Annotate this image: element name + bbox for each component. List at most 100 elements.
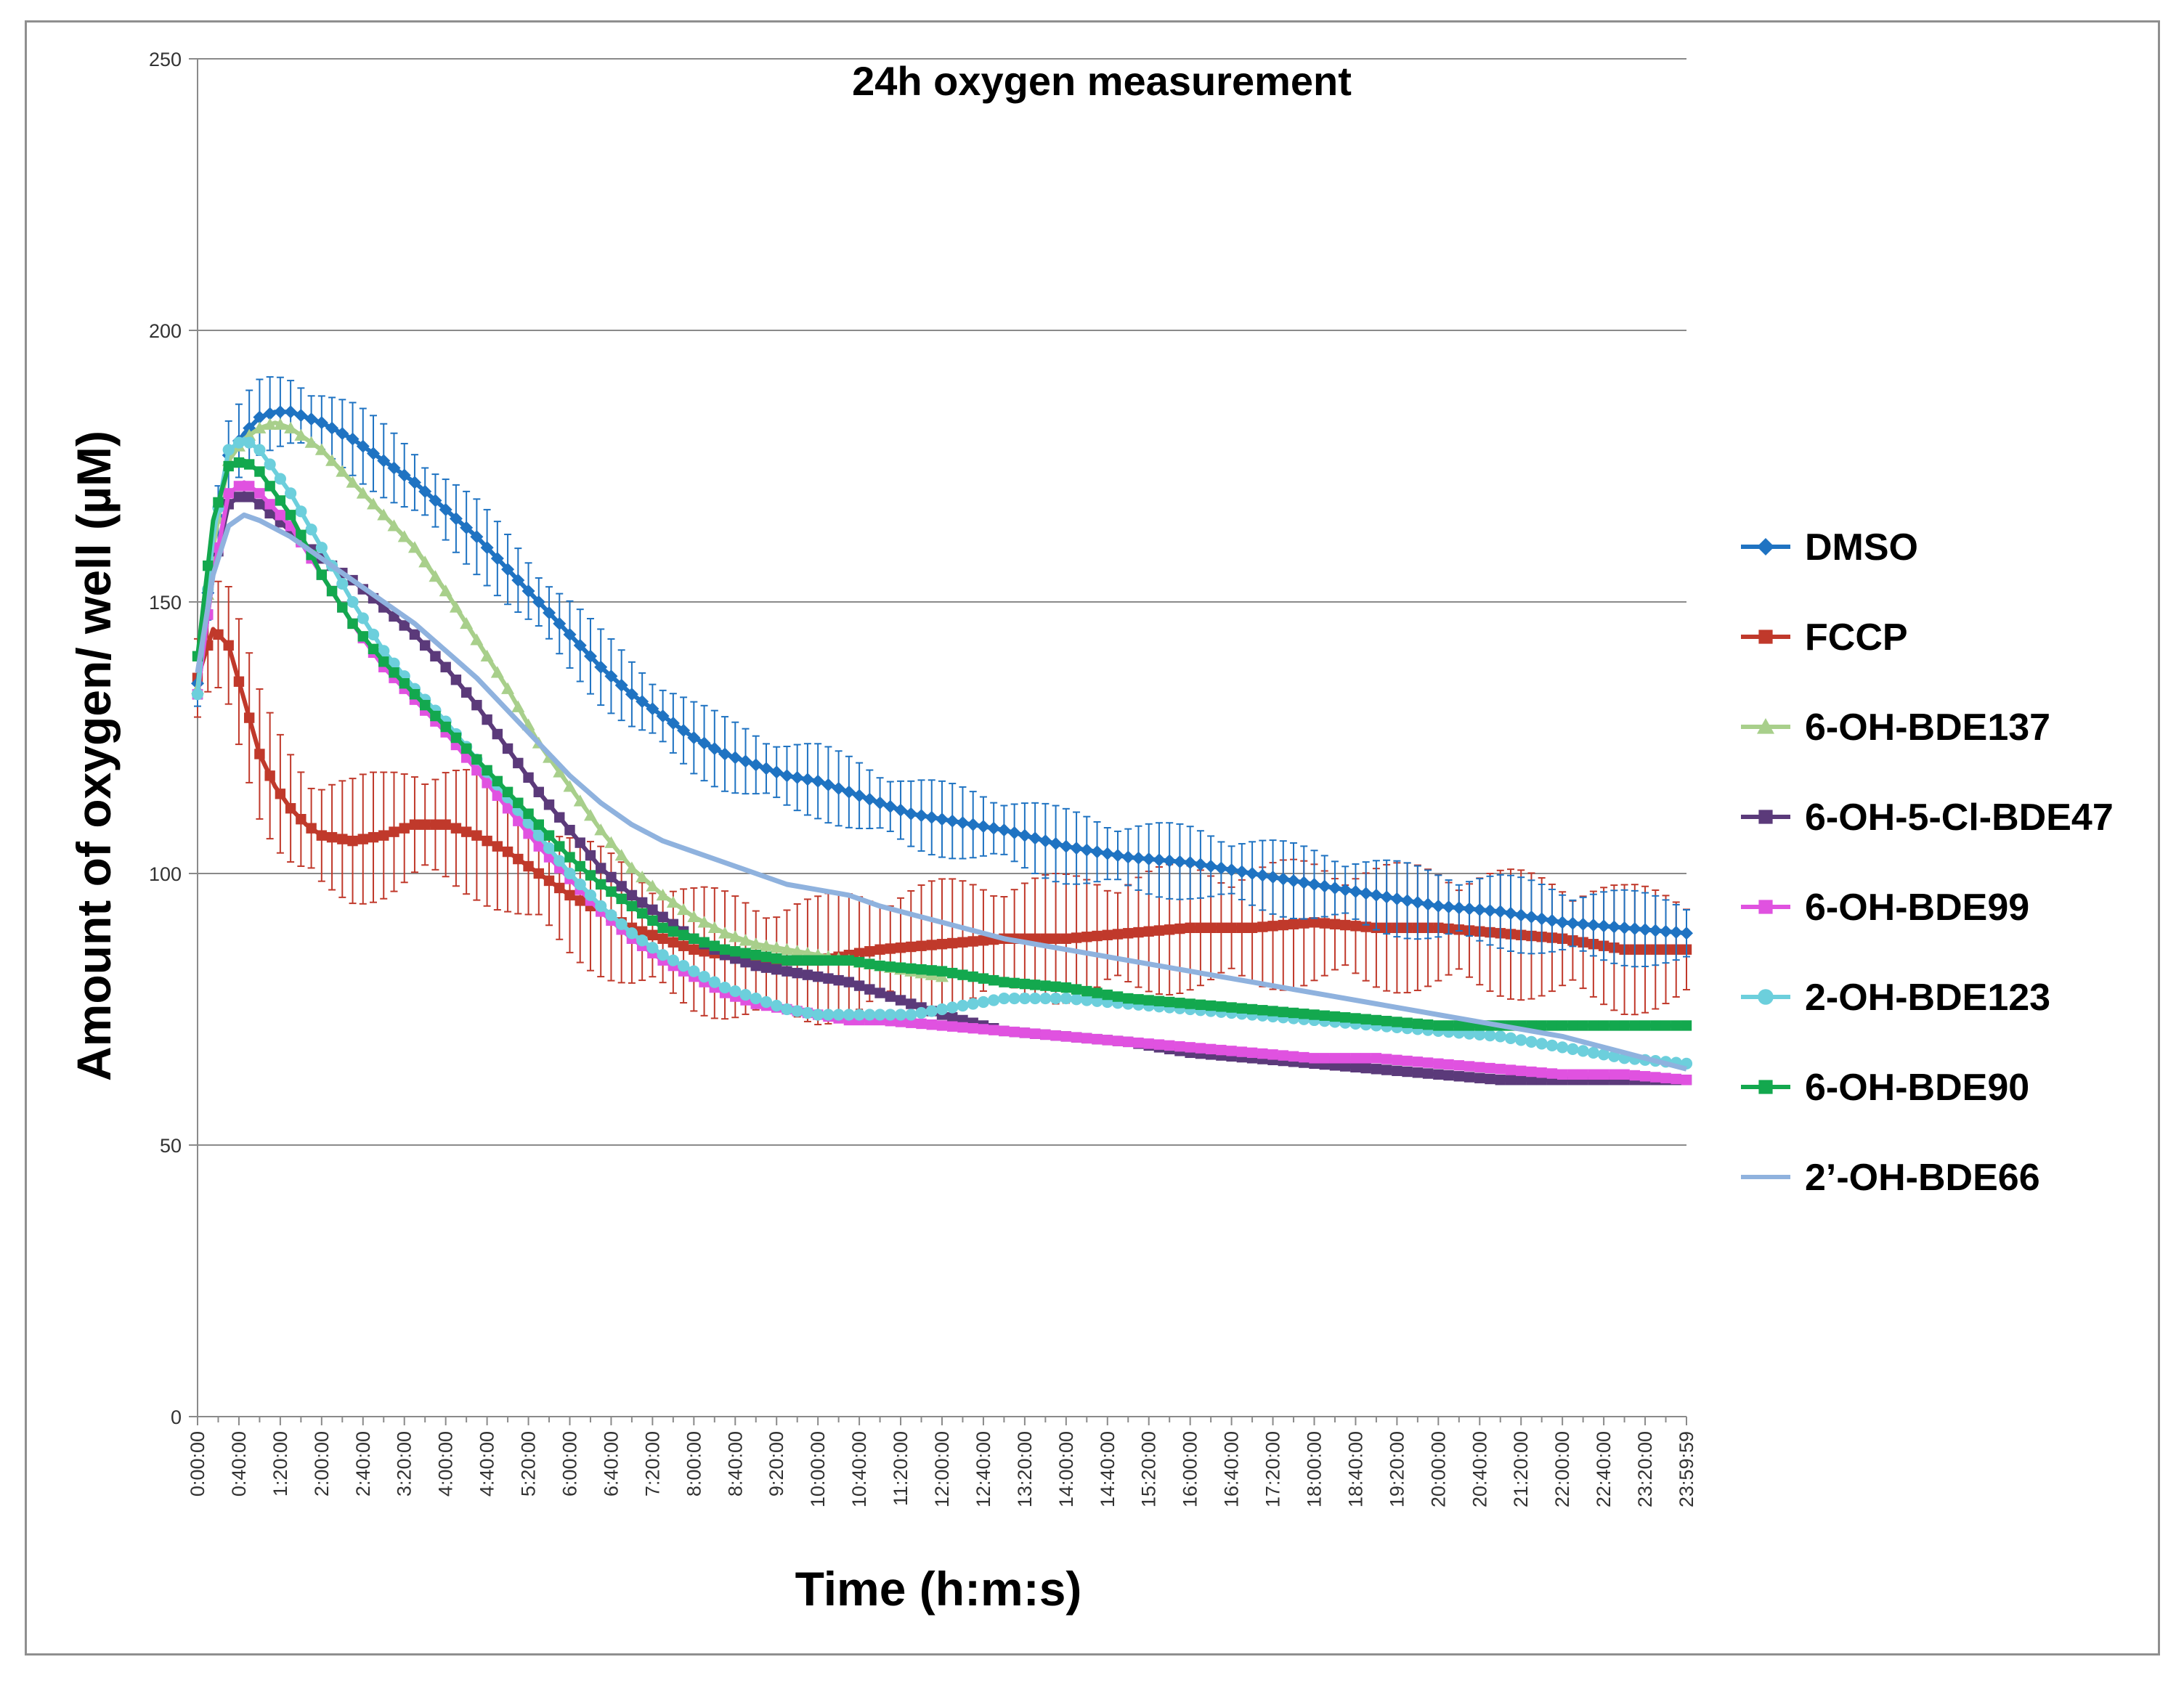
data-point (1050, 933, 1061, 944)
data-point (1112, 929, 1124, 940)
data-point (833, 974, 844, 986)
data-point (1536, 1020, 1547, 1031)
data-point (1681, 1075, 1692, 1086)
x-tick-label: 22:40:00 (1593, 1431, 1615, 1507)
data-point (1246, 922, 1258, 933)
data-point (1433, 1069, 1444, 1080)
data-point (1464, 1061, 1475, 1072)
data-point (1598, 1020, 1609, 1031)
data-point (1493, 905, 1507, 919)
data-point (316, 569, 328, 580)
x-tick-label: 23:59:59 (1676, 1431, 1697, 1507)
data-point (1671, 1073, 1681, 1085)
data-point (1556, 1020, 1568, 1031)
data-point (750, 992, 762, 1005)
data-point (770, 765, 784, 779)
data-point (1132, 851, 1145, 865)
data-point (1266, 870, 1280, 884)
data-point (368, 643, 379, 655)
data-point (708, 976, 720, 988)
data-point (585, 870, 596, 881)
data-point (1007, 826, 1021, 839)
data-point (906, 963, 917, 974)
data-point (1545, 913, 1559, 927)
data-point (636, 926, 648, 937)
data-point (873, 796, 887, 810)
data-point (1050, 981, 1061, 993)
data-point (594, 823, 608, 836)
data-point (1505, 1075, 1517, 1086)
data-point (389, 667, 399, 678)
x-tick-label: 14:00:00 (1055, 1431, 1077, 1507)
data-point (967, 936, 978, 947)
data-point (792, 967, 803, 979)
data-point (470, 530, 484, 544)
data-point (925, 1005, 938, 1017)
data-point (440, 661, 451, 672)
data-point (1443, 1070, 1454, 1081)
data-point (450, 732, 462, 744)
data-point (254, 749, 265, 759)
x-tick-label: 7:20:00 (641, 1431, 663, 1496)
data-point (1040, 933, 1051, 944)
data-point (1123, 1036, 1134, 1048)
data-point (864, 958, 875, 969)
data-point (368, 831, 379, 843)
data-point (947, 1021, 958, 1032)
data-point (1432, 899, 1445, 913)
data-point (1505, 1064, 1517, 1075)
data-point (1307, 877, 1321, 891)
data-point (243, 492, 255, 502)
x-tick-label: 13:20:00 (1014, 1431, 1036, 1507)
data-point (1381, 1016, 1392, 1027)
legend-label: 6-OH-BDE90 (1805, 1067, 2029, 1109)
data-point (492, 841, 503, 852)
data-point (253, 444, 266, 456)
data-point (1133, 927, 1144, 938)
data-point (232, 436, 245, 449)
data-point (626, 889, 638, 901)
data-point (1578, 1020, 1588, 1031)
data-point (1152, 853, 1166, 867)
data-point (739, 934, 752, 946)
data-point (1246, 1003, 1258, 1015)
data-point (894, 1009, 907, 1021)
data-point (1514, 908, 1528, 922)
data-point (1474, 1072, 1485, 1083)
data-point (646, 942, 659, 954)
data-point (1164, 996, 1175, 1008)
data-point (1163, 854, 1177, 868)
data-point (397, 530, 411, 542)
data-point (1629, 1020, 1641, 1031)
data-point (1060, 982, 1072, 993)
data-point (709, 940, 720, 951)
data-point (1421, 897, 1435, 911)
data-point (780, 769, 794, 783)
data-point (760, 951, 772, 962)
data-point (1153, 1039, 1165, 1050)
y-tick-label: 250 (149, 49, 182, 70)
data-point (823, 973, 834, 984)
legend-marker (1758, 900, 1773, 914)
data-point (1660, 1072, 1671, 1083)
data-point (460, 616, 474, 630)
data-point (346, 595, 359, 608)
data-point (480, 541, 494, 555)
data-point (864, 946, 875, 957)
data-point (1535, 1038, 1548, 1050)
data-point (616, 881, 627, 892)
data-point (1598, 1069, 1609, 1080)
data-point (1617, 921, 1631, 934)
data-point (1516, 1075, 1527, 1086)
x-tick-label: 16:40:00 (1221, 1431, 1243, 1507)
data-point (998, 992, 1010, 1005)
data-point (966, 818, 980, 831)
data-point (304, 412, 318, 426)
data-point (1267, 1049, 1278, 1060)
data-point (325, 454, 339, 466)
data-point (874, 944, 885, 955)
data-point (1102, 1035, 1113, 1046)
data-point (1288, 1051, 1299, 1062)
data-point (399, 678, 410, 689)
data-point (482, 714, 492, 725)
